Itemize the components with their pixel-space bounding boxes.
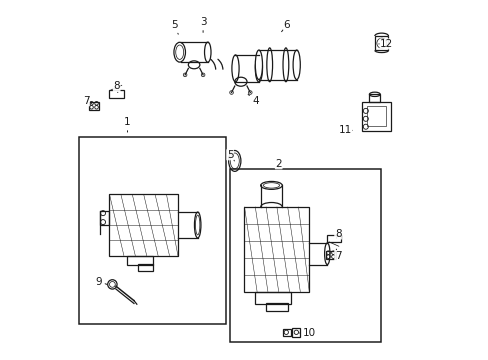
- Text: 3: 3: [200, 17, 206, 32]
- Bar: [101, 211, 109, 225]
- Ellipse shape: [255, 55, 262, 82]
- Bar: [374, 36, 387, 50]
- Text: 7: 7: [82, 96, 91, 106]
- Bar: [89, 102, 99, 110]
- Ellipse shape: [204, 42, 211, 62]
- Bar: [127, 256, 152, 265]
- Bar: [283, 329, 291, 336]
- Text: 8: 8: [113, 81, 120, 93]
- Bar: [361, 102, 390, 131]
- Bar: [79, 137, 226, 324]
- Bar: [325, 251, 335, 259]
- Text: 7: 7: [334, 249, 341, 261]
- Text: 8: 8: [334, 229, 341, 239]
- Bar: [368, 94, 380, 102]
- Text: 9: 9: [95, 276, 107, 287]
- Ellipse shape: [292, 50, 300, 80]
- Bar: [265, 303, 287, 311]
- Text: 4: 4: [247, 94, 258, 106]
- Text: 12: 12: [378, 39, 392, 49]
- Ellipse shape: [194, 212, 201, 238]
- Bar: [255, 292, 291, 304]
- Ellipse shape: [231, 55, 239, 82]
- Bar: [366, 106, 385, 126]
- Ellipse shape: [324, 243, 329, 265]
- Text: 1: 1: [124, 117, 131, 132]
- Text: 5: 5: [226, 150, 234, 161]
- Text: 2: 2: [275, 159, 282, 169]
- Text: 5: 5: [171, 20, 178, 34]
- Bar: [109, 90, 123, 98]
- Bar: [230, 169, 381, 342]
- Text: 6: 6: [281, 20, 290, 32]
- Ellipse shape: [255, 50, 262, 80]
- Bar: [326, 235, 340, 242]
- Bar: [292, 328, 300, 337]
- Bar: [138, 264, 152, 271]
- Text: 10: 10: [299, 328, 315, 338]
- Text: 11: 11: [338, 125, 352, 135]
- Ellipse shape: [260, 181, 282, 189]
